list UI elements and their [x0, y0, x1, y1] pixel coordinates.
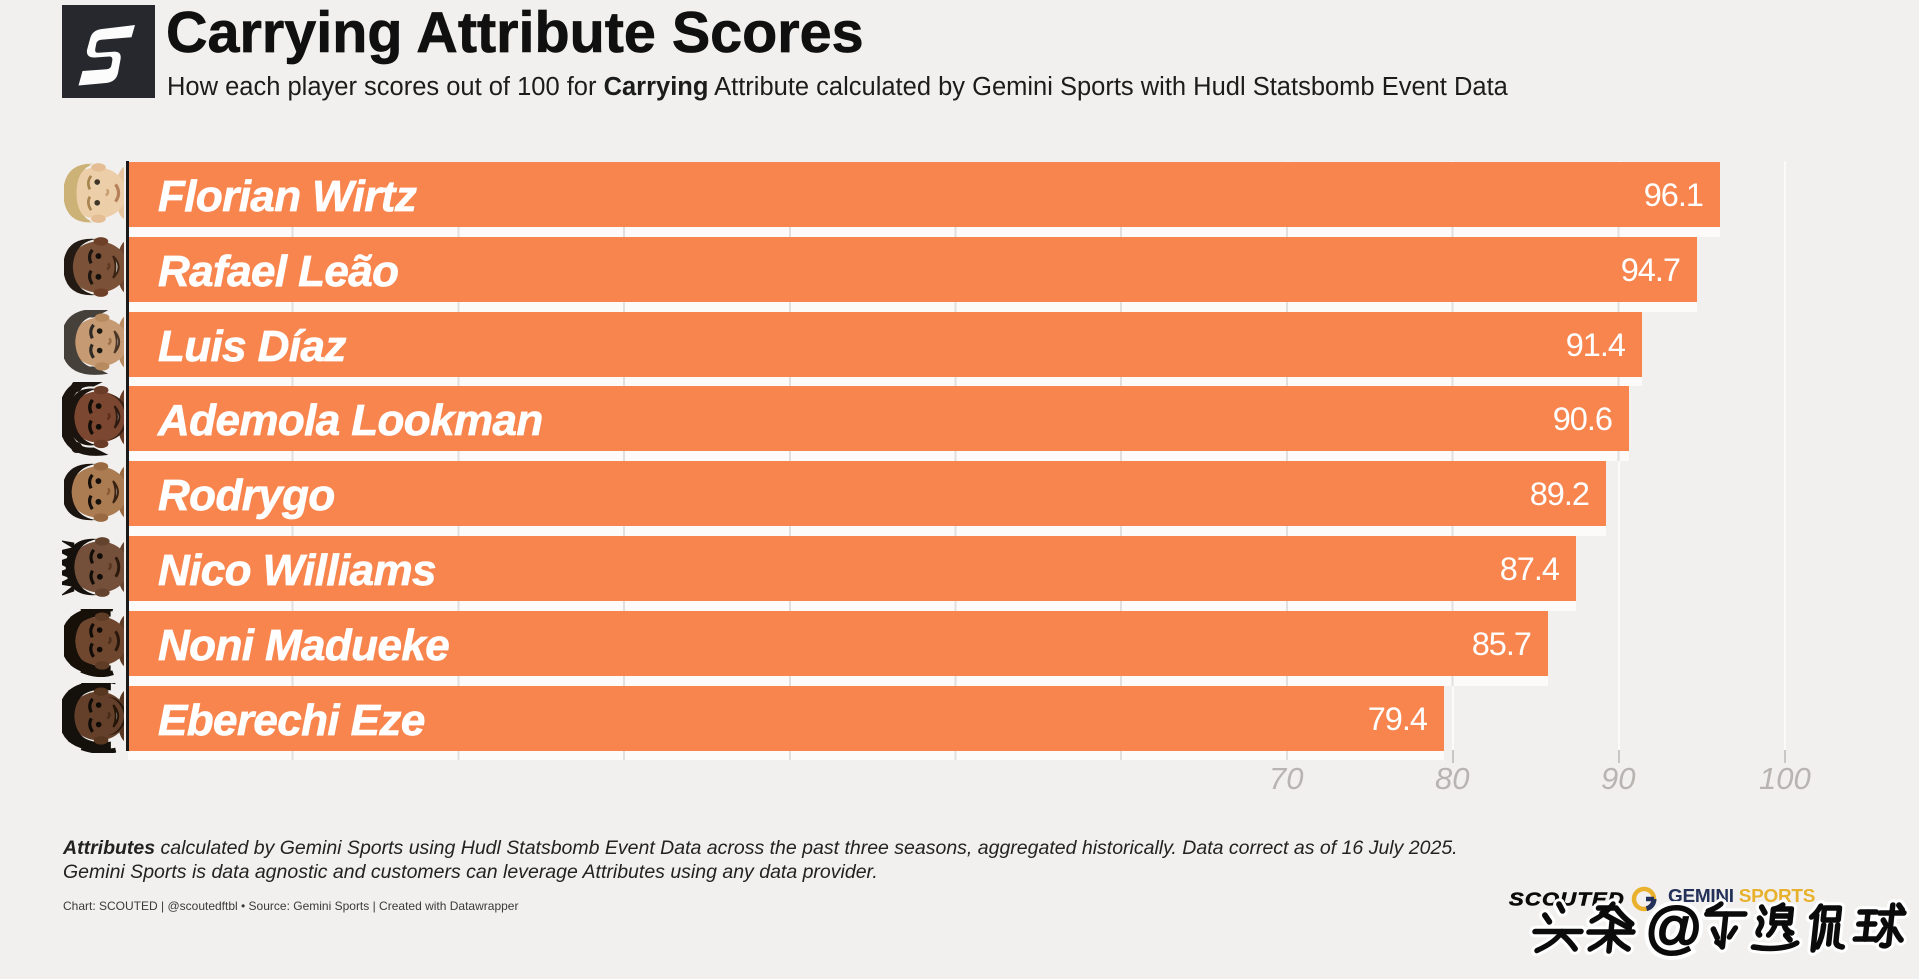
svg-text:@: @	[1645, 896, 1703, 960]
svg-text:@: @	[1645, 896, 1703, 960]
